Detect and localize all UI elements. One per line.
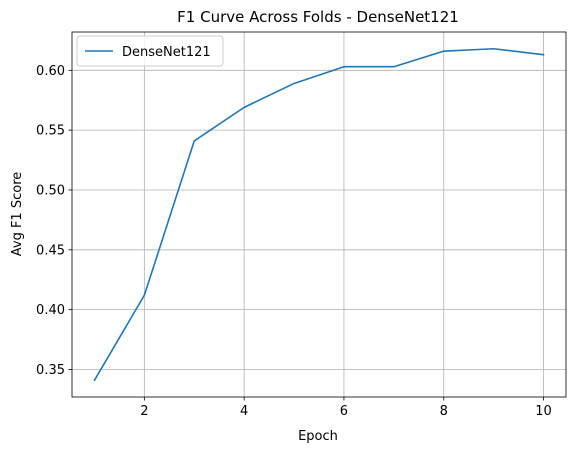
legend-box: [76, 35, 224, 67]
y-tick-label: 0.55: [36, 124, 65, 139]
series-line-densenet121: [93, 47, 545, 382]
x-tick-label: 2: [140, 404, 148, 419]
y-tick-label: 0.50: [36, 183, 65, 198]
x-tick-label: 8: [440, 404, 448, 419]
legend: DenseNet121: [76, 35, 224, 67]
ticks: 2 4 6 8 10 0.35 0.40 0.45 0.50 0.55 0.60: [36, 64, 552, 419]
series-layer: [93, 47, 545, 382]
grid: [72, 32, 566, 397]
y-tick-label: 0.45: [36, 243, 65, 258]
x-tick-label: 4: [240, 404, 248, 419]
chart-title: F1 Curve Across Folds - DenseNet121: [177, 8, 459, 26]
x-tick-label: 6: [340, 404, 348, 419]
y-tick-label: 0.60: [36, 64, 65, 79]
legend-label-densenet121: DenseNet121: [122, 45, 211, 60]
y-axis-label: Avg F1 Score: [10, 172, 25, 257]
y-tick-label: 0.40: [36, 303, 65, 318]
x-tick-label: 10: [535, 404, 552, 419]
plot-frame: [71, 31, 567, 398]
x-axis-label: Epoch: [298, 429, 338, 444]
y-tick-label: 0.35: [36, 363, 65, 378]
